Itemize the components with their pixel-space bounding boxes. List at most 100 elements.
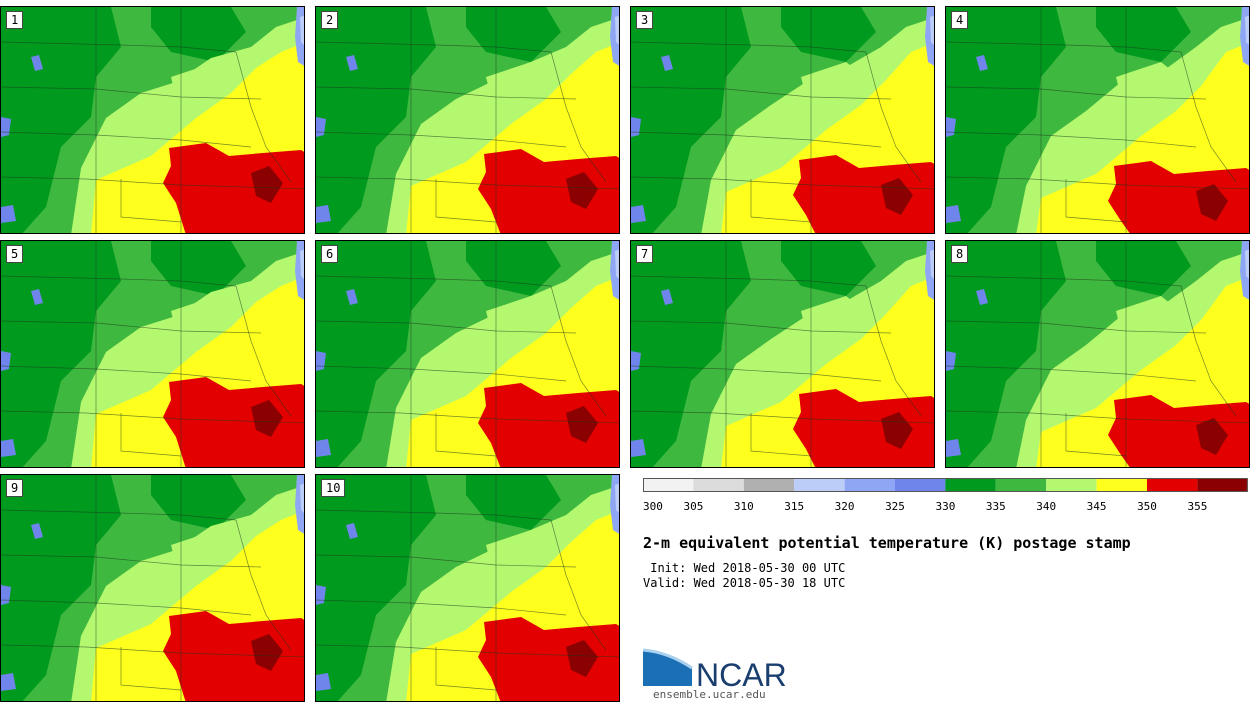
state-boundary — [435, 647, 497, 691]
field-band-336 — [151, 241, 246, 296]
state-boundary — [1, 365, 252, 382]
state-boundary — [550, 285, 607, 417]
field-band-325 — [346, 289, 358, 305]
colorbar-swatch — [844, 478, 895, 492]
ensemble-site-link[interactable]: ensemble.ucar.edu — [653, 688, 766, 701]
colorbar-tick-label: 305 — [683, 500, 703, 513]
colorbar-swatch — [794, 478, 845, 492]
chart-title: 2-m equivalent potential temperature (K)… — [643, 534, 1131, 552]
logo-swoosh — [643, 650, 692, 686]
state-boundary — [316, 599, 567, 616]
member-panel-6: 6 — [315, 240, 620, 468]
state-boundary — [1, 410, 304, 424]
field-band-325 — [976, 55, 988, 71]
field-band-350 — [163, 611, 304, 701]
state-boundary — [316, 320, 577, 334]
field-band-315 — [930, 249, 934, 279]
field-band-315 — [300, 15, 304, 45]
state-boundary — [946, 365, 1197, 382]
state-boundary — [235, 519, 292, 651]
colorbar-tick-label: 300 — [643, 500, 663, 513]
field-band-315 — [615, 15, 619, 45]
state-boundary — [120, 179, 182, 223]
field-band-355 — [1196, 184, 1228, 221]
theta-e-map — [946, 241, 1249, 467]
theta-e-map — [946, 7, 1249, 233]
colorbar-swatch — [1046, 478, 1097, 492]
field-band-315 — [930, 15, 934, 45]
field-band-325 — [661, 55, 673, 71]
field-band-355 — [566, 640, 598, 677]
field-band-336 — [1, 475, 121, 701]
state-boundary — [631, 86, 892, 100]
field-band-325 — [346, 55, 358, 71]
field-band-355 — [566, 406, 598, 443]
field-band-340 — [171, 530, 241, 570]
field-band-325 — [316, 673, 331, 691]
member-label: 6 — [321, 245, 339, 263]
theta-e-map — [316, 7, 619, 233]
state-boundary — [631, 320, 892, 334]
theta-e-map — [631, 7, 934, 233]
theta-e-map — [1, 475, 304, 701]
state-boundary — [435, 413, 497, 457]
state-boundary — [435, 179, 497, 223]
state-boundary — [316, 644, 619, 658]
field-band-355 — [251, 634, 283, 671]
state-boundary — [316, 554, 577, 568]
state-boundary — [1, 644, 304, 658]
field-band-325 — [31, 55, 43, 71]
state-boundary — [316, 131, 567, 148]
state-boundary — [1065, 413, 1127, 457]
field-band-336 — [631, 7, 751, 233]
state-boundary — [946, 320, 1207, 334]
member-panel-9: 9 — [0, 474, 305, 702]
field-band-355 — [1196, 418, 1228, 455]
field-band-325 — [1, 205, 16, 223]
state-boundary — [631, 410, 934, 424]
state-boundary — [946, 131, 1197, 148]
field-band-325 — [316, 439, 331, 457]
state-boundary — [316, 176, 619, 190]
state-boundary — [316, 365, 567, 382]
state-boundary — [1, 275, 237, 287]
theta-e-map — [631, 241, 934, 467]
member-panel-7: 7 — [630, 240, 935, 468]
state-boundary — [631, 176, 934, 190]
field-band-350 — [478, 149, 619, 233]
field-band-350 — [478, 383, 619, 467]
state-boundary — [316, 41, 552, 53]
state-boundary — [631, 365, 882, 382]
member-label: 7 — [636, 245, 654, 263]
field-band-325 — [631, 439, 646, 457]
member-label: 2 — [321, 11, 339, 29]
state-boundary — [1, 599, 252, 616]
state-boundary — [235, 285, 292, 417]
state-boundary — [235, 51, 292, 183]
field-band-325 — [1, 439, 16, 457]
state-boundary — [1, 509, 237, 521]
member-label: 4 — [951, 11, 969, 29]
member-panel-8: 8 — [945, 240, 1250, 468]
field-band-355 — [251, 400, 283, 437]
colorbar-tick-label: 345 — [1087, 500, 1107, 513]
state-boundary — [1, 86, 262, 100]
field-band-325 — [946, 439, 961, 457]
state-boundary — [316, 509, 552, 521]
state-boundary — [550, 51, 607, 183]
field-band-340 — [486, 530, 556, 570]
field-band-340 — [171, 62, 241, 102]
member-panel-1: 1 — [0, 6, 305, 234]
state-boundary — [1, 554, 262, 568]
state-boundary — [1065, 179, 1127, 223]
member-label: 8 — [951, 245, 969, 263]
theta-e-map — [1, 7, 304, 233]
field-band-340 — [801, 296, 871, 336]
member-label: 9 — [6, 479, 24, 497]
colorbar-swatch — [1147, 478, 1198, 492]
field-band-336 — [466, 7, 561, 62]
logo-text: NCAR — [696, 657, 787, 688]
colorbar-tick-label: 310 — [734, 500, 754, 513]
field-band-325 — [346, 523, 358, 539]
state-boundary — [1, 176, 304, 190]
